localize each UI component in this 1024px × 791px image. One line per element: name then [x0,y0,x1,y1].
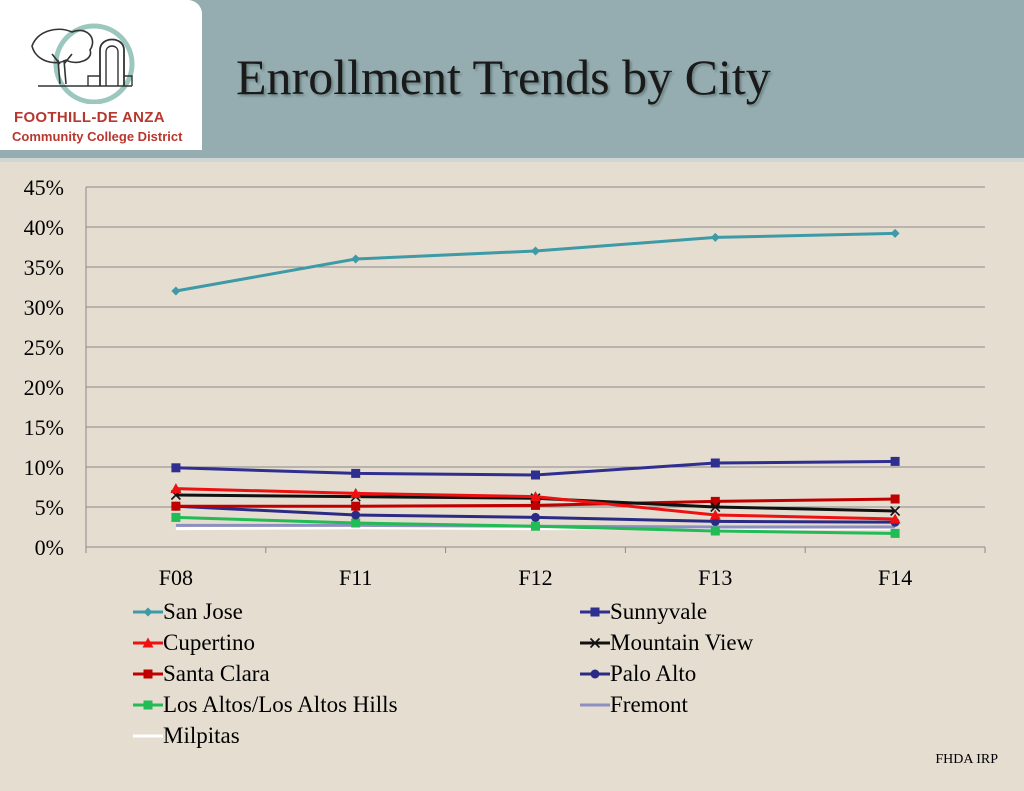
y-tick-label: 15% [24,415,64,440]
data-point-los-altos-los-altos-hills [351,518,361,528]
data-point-san-jose [710,232,720,242]
legend-item-palo-alto: Palo Alto [580,661,696,687]
district-logo: FOOTHILL-DE ANZA Community College Distr… [0,0,202,150]
data-point-santa-clara [710,496,720,506]
logo-text-district: FOOTHILL-DE ANZA [14,109,165,126]
legend-swatch-cupertino [133,637,163,648]
legend-label: Mountain View [610,630,754,655]
legend-swatch-fremont [580,703,610,707]
data-point-san-jose [351,254,361,264]
legend-swatch-marker [143,669,153,679]
data-point-palo-alto [351,510,361,520]
x-tick-label: F08 [159,565,193,590]
data-point-santa-clara [171,501,181,511]
series-san-jose [171,228,900,296]
legend-item-milpitas: Milpitas [133,723,240,749]
data-point-santa-clara [531,500,540,510]
legend-item-san-jose: San Jose [133,599,243,625]
legend-label: San Jose [163,599,243,624]
data-point-los-altos-los-altos-hills [171,512,181,522]
data-point-cupertino [170,483,182,494]
data-point-cupertino [530,491,541,502]
data-point-san-jose [890,228,900,238]
y-tick-label: 20% [24,375,64,400]
data-point-sunnyvale [351,468,361,478]
chart-legend: San Jose Sunnyvale Cupertino Mountain View S… [0,596,1024,756]
y-tick-label: 25% [24,335,64,360]
data-point-los-altos-los-altos-hills [890,528,900,538]
x-tick-label: F13 [698,565,732,590]
y-tick-label: 35% [24,255,64,280]
data-point-palo-alto [531,512,540,522]
data-point-sunnyvale [171,463,181,473]
legend-swatch-marker [143,700,153,710]
series-santa-clara [171,494,900,511]
legend-swatch-mountain-view [580,637,610,649]
data-point-los-altos-los-altos-hills [531,521,540,531]
logo-text-subtitle: Community College District [12,129,183,144]
legend-swatch-sunnyvale [580,607,610,617]
legend-swatch-santa-clara [133,669,163,679]
legend-swatch-marker [142,637,154,648]
legend-label: Milpitas [163,723,240,748]
x-tick-label: F14 [878,565,912,590]
page-title: Enrollment Trends by City [236,49,771,105]
data-point-sunnyvale [890,456,900,466]
data-point-san-jose [171,286,181,296]
legend-swatch-marker [143,607,153,617]
legend-swatch-palo-alto [580,669,610,679]
legend-label: Fremont [610,692,688,717]
y-tick-label: 45% [24,175,64,200]
legend-label: Santa Clara [163,661,270,686]
series-line-san-jose [175,231,896,293]
legend-label: Los Altos/Los Altos Hills [163,692,398,717]
data-point-cupertino [350,487,362,498]
logo-tree-arch-icon [31,23,135,104]
data-point-mountain-view [710,501,721,513]
y-tick-label: 40% [24,215,64,240]
y-tick-label: 5% [35,495,64,520]
legend-item-fremont: Fremont [580,692,688,718]
legend-label: Palo Alto [610,661,697,686]
legend-label: Sunnyvale [610,599,708,624]
data-point-cupertino [709,509,721,520]
footer-note: FHDA IRP [935,752,998,767]
data-point-sunnyvale [531,470,540,480]
data-point-sunnyvale [710,458,720,468]
data-point-mountain-view [890,505,901,517]
legend-swatch-san-jose [133,607,163,617]
legend-item-los-altos-los-altos-hills: Los Altos/Los Altos Hills [133,692,398,718]
line-chart: 0% 5% 10% 15% 20% 25% 30% 35% 40% 45% F08 F11 F12 F13… [24,175,986,590]
data-point-santa-clara [351,501,361,511]
x-tick-label: F12 [518,565,552,590]
series-los-altos-los-altos-hills [171,512,900,538]
legend-swatch-milpitas [133,734,163,738]
legend-item-sunnyvale: Sunnyvale [580,599,707,625]
y-tick-label: 0% [35,535,64,560]
legend-swatch-marker [590,607,600,617]
data-point-cupertino [889,513,901,524]
legend-label: Cupertino [163,630,255,655]
legend-swatch-marker [590,669,600,679]
legend-swatch-marker [589,637,601,649]
y-tick-label: 10% [24,455,64,480]
legend-item-cupertino: Cupertino [133,630,255,656]
series-cupertino [170,483,901,524]
data-point-santa-clara [890,494,900,504]
legend-item-santa-clara: Santa Clara [133,661,270,687]
series-sunnyvale [171,456,900,480]
legend-swatch-los-altos-los-altos-hills [133,700,163,710]
y-tick-label: 30% [24,295,64,320]
x-tick-label: F11 [339,565,372,590]
legend-item-mountain-view: Mountain View [580,630,753,656]
data-point-san-jose [531,246,540,256]
data-point-los-altos-los-altos-hills [710,526,720,536]
